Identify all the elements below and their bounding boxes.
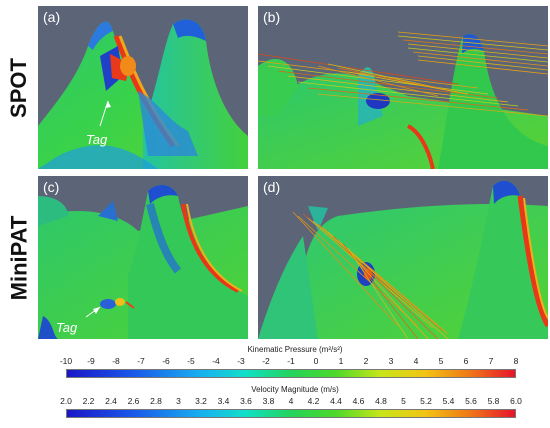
colorbar-tick-label: 5.4 (442, 396, 455, 406)
row-label-minipat-text: MiniPAT (6, 215, 32, 300)
colorbar-tick-label: 3.2 (195, 396, 207, 406)
panel-d: (d) (258, 176, 548, 339)
velocity-colorbar-title: Velocity Magnitude (m/s) (251, 385, 339, 394)
panel-c-render (38, 184, 248, 339)
row-label-spot-text: SPOT (6, 57, 31, 118)
colorbar-tick-label: 3.8 (262, 396, 275, 406)
colorbar-tick-label: -6 (162, 356, 170, 366)
colorbar-tick-label: 4.8 (375, 396, 387, 406)
colorbar-tick-label: 2.8 (150, 396, 162, 406)
colorbar-tick-label: 2.6 (127, 396, 140, 406)
colorbar-tick-label: -3 (237, 356, 245, 366)
colorbar-tick-label: 5.2 (420, 396, 432, 406)
colorbar-tick-label: 2.0 (60, 396, 72, 406)
colorbar-tick-label: 3 (388, 356, 394, 366)
velocity-colorbar (66, 409, 516, 418)
colorbar-tick-label: 3.4 (217, 396, 230, 406)
pressure-colorbar (66, 369, 516, 378)
panel-c: (c) Tag (38, 176, 248, 339)
row-label-minipat: MiniPAT (0, 176, 38, 339)
panel-a-tag-label: Tag (86, 132, 108, 147)
panel-a: (a) Tag (38, 6, 248, 169)
colorbar-tick-label: 4.4 (330, 396, 342, 406)
colorbar-tick-label: 3 (176, 396, 181, 406)
colorbar-tick-label: 1 (338, 356, 344, 366)
velocity-colorbar-ticks: 2.0 2.2 2.4 2.6 2.8 3 3.2 3.4 3.6 3.8 4 4.2 4.4 4.6 4.… (0, 396, 550, 408)
colorbar-tick-label: 2 (363, 356, 369, 366)
colorbar-tick-label: 6 (463, 356, 469, 366)
colorbar-tick-label: 5.6 (465, 396, 477, 406)
colorbar-tick-label: -2 (262, 356, 270, 366)
colorbar-tick-label: 5.8 (487, 396, 500, 406)
panel-d-render (258, 180, 548, 339)
colorbar-tick-label: 5 (401, 396, 406, 406)
colorbar-tick-label: 4 (288, 396, 294, 406)
colorbar-tick-label: -8 (112, 356, 120, 366)
row-label-spot: SPOT (0, 6, 38, 169)
colorbar-tick-label: 5 (438, 356, 444, 366)
colorbar-tick-label: 2.2 (82, 396, 95, 406)
colorbar-tick-label: -10 (59, 356, 73, 366)
pressure-colorbar-title: Kinematic Pressure (m²/s²) (247, 345, 343, 354)
colorbar-tick-label: 4.6 (352, 396, 365, 406)
panel-c-tag-label: Tag (56, 320, 78, 335)
panel-c-letter: (c) (43, 179, 60, 195)
panel-b-render (258, 31, 548, 169)
panel-a-render (38, 19, 248, 169)
colorbar-tick-label: 4.2 (307, 396, 320, 406)
colorbar-tick-label: -7 (137, 356, 145, 366)
colorbar-tick-label: -4 (212, 356, 220, 366)
colorbar-tick-label: 4 (413, 356, 419, 366)
panel-d-letter: (d) (263, 179, 281, 195)
colorbar-tick-label: -1 (287, 356, 295, 366)
colorbar-tick-label: 6.0 (510, 396, 522, 406)
panel-a-letter: (a) (43, 9, 61, 25)
colorbar-tick-label: 8 (513, 356, 519, 366)
colorbar-tick-label: 7 (488, 356, 494, 366)
panel-b-letter: (b) (263, 9, 281, 25)
panel-b: (b) (258, 6, 548, 169)
colorbar-tick-label: 2.4 (105, 396, 117, 406)
colorbar-tick-label: 0 (313, 356, 319, 366)
colorbar-tick-label: -9 (87, 356, 95, 366)
colorbar-tick-label: -5 (187, 356, 195, 366)
colorbar-tick-label: 3.6 (240, 396, 252, 406)
pressure-colorbar-ticks: -10 -9 -8 -7 -6 -5 -4 -3 -2 -1 0 1 2 3 4 5 6 7 8 (0, 356, 550, 368)
